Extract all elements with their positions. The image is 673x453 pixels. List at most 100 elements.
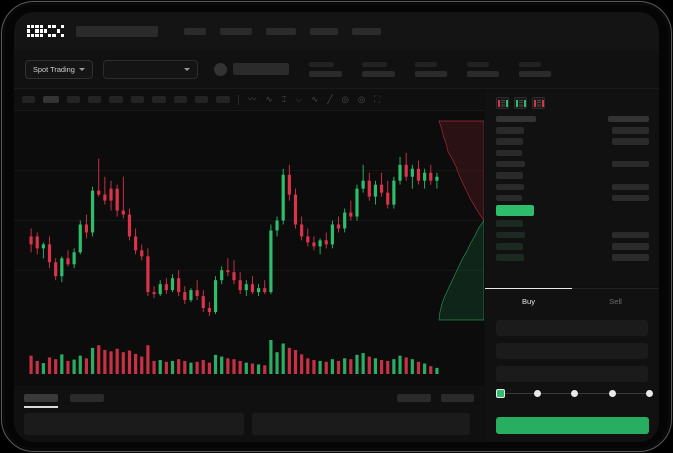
- column-header: [608, 115, 649, 123]
- camera-icon[interactable]: ◎: [341, 94, 349, 105]
- logo-pixel: [43, 29, 48, 33]
- candlestick-chart[interactable]: [14, 111, 484, 326]
- logo-pixel: [35, 25, 39, 29]
- order-book-row[interactable]: [485, 160, 659, 168]
- amount-field[interactable]: [496, 366, 648, 382]
- slider-node-25pct[interactable]: [533, 390, 541, 397]
- slider-node-0pct[interactable]: [496, 389, 505, 398]
- icon-bar: [523, 99, 526, 107]
- order-book-size: [612, 243, 649, 250]
- timeframe-button[interactable]: [43, 96, 59, 103]
- order-book-price: [496, 254, 524, 261]
- candlestick-svg: [14, 120, 484, 321]
- order-book-size: [612, 127, 649, 134]
- logo-pixel: [44, 34, 47, 37]
- timeframe-button[interactable]: [174, 96, 187, 103]
- order-book: [485, 89, 659, 286]
- timeframe-button[interactable]: [131, 96, 144, 103]
- order-book-row[interactable]: [485, 138, 659, 146]
- stat-label: [518, 61, 541, 67]
- tab-buy[interactable]: Buy: [485, 288, 572, 312]
- bottom-action[interactable]: [397, 394, 431, 402]
- stat-volume: [518, 61, 551, 77]
- tab-sell[interactable]: Sell: [572, 288, 659, 312]
- order-book-rows: [485, 115, 659, 262]
- logo-pixel: [61, 29, 64, 32]
- spot-trading-label: Spot Trading: [33, 64, 75, 74]
- order-book-row[interactable]: [485, 194, 659, 202]
- order-book-size: [612, 138, 649, 145]
- okx-logo-icon[interactable]: [27, 25, 64, 37]
- timeframe-button[interactable]: [152, 96, 166, 103]
- pair-bar: Spot Trading: [14, 50, 659, 89]
- order-book-row[interactable]: [485, 254, 659, 262]
- bottom-tab[interactable]: [70, 394, 104, 402]
- nav-item-3[interactable]: [265, 27, 296, 35]
- nav-item-4[interactable]: [309, 27, 338, 35]
- stat-label: [466, 61, 489, 67]
- timeframe-button[interactable]: [109, 96, 123, 103]
- fullscreen-icon[interactable]: ⛶: [374, 94, 381, 105]
- timeframe-button[interactable]: [22, 96, 35, 103]
- spot-trading-button[interactable]: Spot Trading: [25, 59, 93, 79]
- search-input[interactable]: [75, 25, 158, 37]
- stat-value: [361, 71, 395, 77]
- order-book-row[interactable]: [485, 205, 659, 217]
- nav-item-2[interactable]: [219, 27, 252, 35]
- slider-node-75pct[interactable]: [608, 390, 616, 397]
- timeframe-button[interactable]: [195, 96, 208, 103]
- order-type-field[interactable]: [496, 320, 648, 336]
- logo-pixel: [52, 25, 56, 29]
- logo-pixel: [31, 33, 35, 37]
- order-book-row[interactable]: [485, 231, 659, 239]
- timeframe-button[interactable]: [67, 96, 80, 103]
- order-book-size: [612, 231, 649, 239]
- pair-select[interactable]: [102, 59, 198, 79]
- depth-bids-icon[interactable]: [514, 97, 527, 109]
- settings-icon[interactable]: ◎: [357, 94, 366, 105]
- buy-sell-tabs: Buy Sell: [485, 288, 659, 312]
- order-book-row[interactable]: [485, 183, 659, 191]
- chart-tools-group: 〰 ∿ ⌶ ⌵ ∿ ╱ ◎ ◎ ⛶: [239, 95, 380, 104]
- indicator-icon[interactable]: 〰: [248, 94, 257, 105]
- bottom-panel-actions: [397, 394, 484, 402]
- logo-pixel: [60, 33, 64, 37]
- slider-node-100pct[interactable]: [646, 390, 653, 397]
- bottom-panel: [14, 386, 484, 442]
- submit-order-button[interactable]: [496, 417, 649, 434]
- stat-label: [361, 61, 387, 67]
- depth-asks-icon[interactable]: [532, 97, 545, 109]
- price-field[interactable]: [496, 343, 648, 359]
- dropdown-icon[interactable]: ⌵: [295, 94, 303, 105]
- logo-pixel: [27, 25, 31, 29]
- order-book-row[interactable]: [485, 149, 659, 157]
- drawing-tool-icon[interactable]: ╱: [327, 94, 333, 105]
- slider-node-50pct[interactable]: [571, 390, 578, 397]
- depth-both-icon[interactable]: [496, 97, 509, 109]
- stat-low: [466, 61, 499, 77]
- logo-pixel: [57, 34, 60, 37]
- logo-pixel: [44, 25, 47, 28]
- order-book-header: [485, 115, 659, 123]
- timeframe-button[interactable]: [216, 96, 230, 103]
- logo-pixel: [27, 29, 31, 33]
- order-book-row[interactable]: [485, 242, 659, 250]
- nav-item-5[interactable]: [351, 27, 381, 35]
- bottom-action[interactable]: [441, 394, 474, 402]
- order-book-row[interactable]: [485, 220, 659, 228]
- line-chart-icon[interactable]: ∿: [311, 94, 319, 105]
- logo-pixel: [48, 25, 52, 29]
- order-book-size: [612, 194, 649, 202]
- stat-price: [308, 61, 342, 77]
- order-book-row[interactable]: [485, 126, 659, 134]
- nav-item-1[interactable]: [183, 27, 206, 35]
- percent-slider[interactable]: [496, 389, 653, 399]
- order-book-size: [612, 160, 649, 168]
- logo-pixel: [39, 25, 43, 29]
- bottom-tab[interactable]: [24, 394, 58, 408]
- order-book-row[interactable]: [485, 171, 659, 179]
- timeframe-button[interactable]: [88, 96, 101, 103]
- candle-type-icon[interactable]: ⌶: [281, 94, 287, 105]
- icon-bar: [497, 99, 500, 107]
- compare-icon[interactable]: ∿: [265, 94, 273, 105]
